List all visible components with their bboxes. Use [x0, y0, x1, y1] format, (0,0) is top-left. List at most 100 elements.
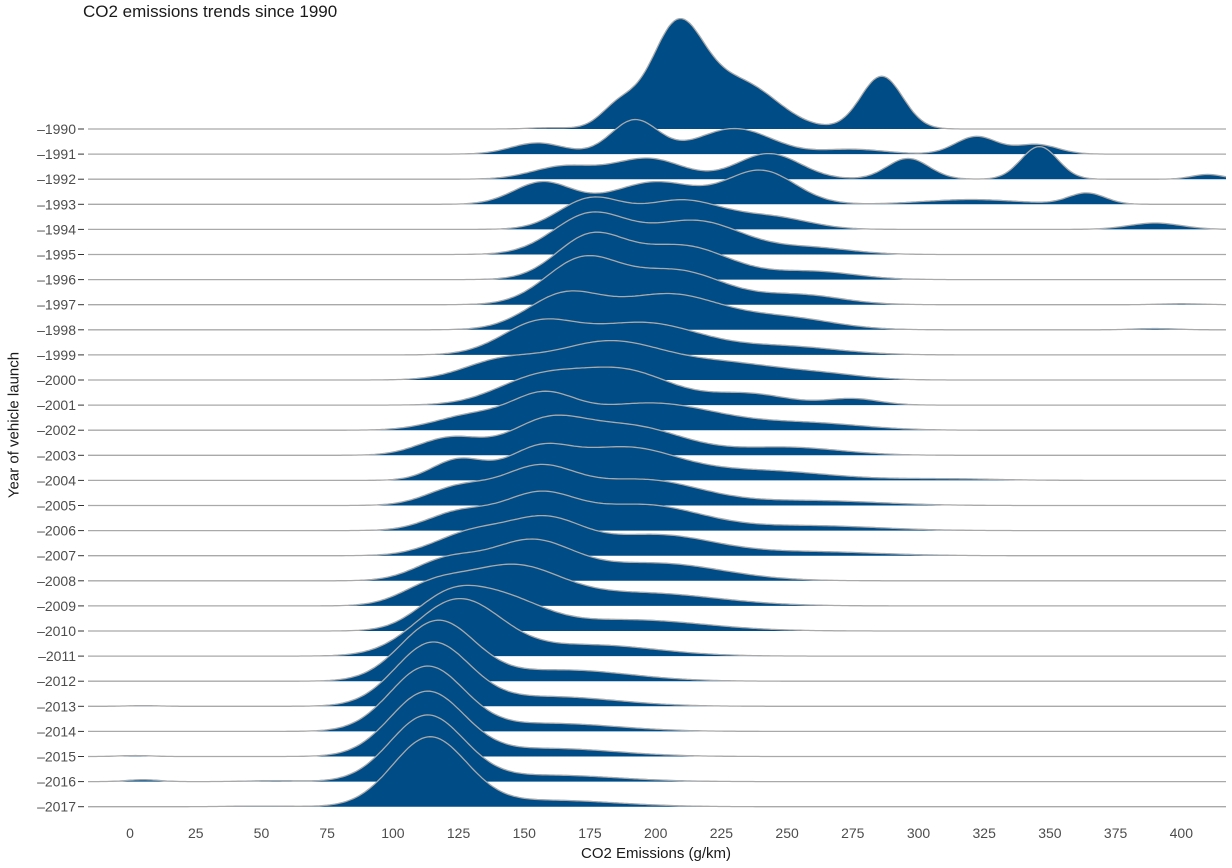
ridge-line-2002 — [88, 390, 1226, 431]
x-tick-label-50: 50 — [254, 825, 270, 841]
ridge-fill-2017 — [88, 736, 1226, 807]
ridge-fill-2014 — [88, 666, 1226, 732]
ridge-line-2009 — [88, 563, 1226, 607]
ridge-2013 — [88, 641, 1226, 707]
y-tick-label-1991: –1991 — [37, 146, 76, 162]
y-tick-label-2000: –2000 — [37, 372, 76, 388]
y-tick-label-2017: –2017 — [37, 799, 76, 815]
y-tick-label-2016: –2016 — [37, 774, 76, 790]
ridge-2005 — [88, 463, 1226, 507]
ridge-line-1999 — [88, 318, 1226, 356]
ridge-fill-2016 — [88, 714, 1226, 782]
ridge-2011 — [88, 597, 1226, 657]
ridge-fill-1997 — [88, 255, 1226, 305]
ridge-fill-1995 — [88, 211, 1226, 255]
ridge-2002 — [88, 390, 1226, 431]
ridge-line-1993 — [88, 169, 1226, 205]
x-axis: 0 25 50 75 100 125 150 175 200 225 250 275 300 325 350… — [126, 825, 1193, 841]
ridge-2016 — [88, 714, 1226, 783]
ridge-fill-2002 — [88, 391, 1226, 431]
ridge-line-2017 — [88, 736, 1226, 808]
ridge-2003 — [88, 414, 1226, 456]
ridge-fill-1990 — [88, 18, 1226, 130]
ridge-1992 — [88, 145, 1227, 180]
y-tick-label-2005: –2005 — [37, 498, 76, 514]
ridge-line-2005 — [88, 463, 1226, 507]
ridge-1990 — [88, 17, 1226, 130]
y-tick-label-1994: –1994 — [37, 221, 76, 237]
ridge-line-2006 — [88, 490, 1226, 532]
ridge-fill-2001 — [88, 367, 1226, 406]
ridge-line-2004 — [88, 442, 1226, 482]
ridge-fill-1993 — [88, 170, 1226, 205]
ridge-fill-1991 — [88, 119, 1226, 155]
ridge-line-2007 — [88, 514, 1226, 557]
x-tick-label-250: 250 — [775, 825, 799, 841]
ridge-line-2015 — [88, 690, 1226, 758]
y-tick-label-2004: –2004 — [37, 472, 76, 488]
x-tick-label-150: 150 — [513, 825, 537, 841]
ridge-fill-2013 — [88, 642, 1226, 707]
ridge-fill-2004 — [88, 443, 1226, 481]
x-tick-label-225: 225 — [710, 825, 734, 841]
ridge-line-2010 — [88, 584, 1226, 632]
x-tick-label-200: 200 — [644, 825, 668, 841]
ridge-fill-1996 — [88, 232, 1226, 280]
ridge-2012 — [88, 619, 1226, 682]
ridge-fill-2005 — [88, 464, 1226, 506]
ridge-line-1995 — [88, 211, 1226, 256]
ridge-fill-1998 — [88, 290, 1226, 330]
ridge-line-2001 — [88, 366, 1226, 406]
y-tick-label-2014: –2014 — [37, 723, 76, 739]
ridge-fill-1992 — [88, 146, 1226, 180]
x-tick-label-0: 0 — [126, 825, 134, 841]
ridge-line-1997 — [88, 254, 1226, 306]
y-tick-label-1997: –1997 — [37, 297, 76, 313]
ridge-2009 — [88, 563, 1226, 607]
y-tick-label-1993: –1993 — [37, 196, 76, 212]
y-axis: –1990 –1991 –1992 –1993 –1994 –1995 –1996 –1997… — [37, 121, 84, 815]
ridge-fill-2007 — [88, 515, 1226, 556]
chart-title: CO2 emissions trends since 1990 — [83, 2, 338, 21]
y-tick-label-2012: –2012 — [37, 673, 76, 689]
x-tick-label-375: 375 — [1104, 825, 1128, 841]
y-tick-label-2003: –2003 — [37, 447, 76, 463]
ridge-line-2016 — [88, 714, 1226, 783]
ridge-line-2014 — [88, 665, 1226, 733]
x-tick-label-400: 400 — [1170, 825, 1194, 841]
ridge-2014 — [88, 665, 1226, 733]
y-tick-label-1996: –1996 — [37, 272, 76, 288]
ridge-line-1992 — [88, 145, 1227, 180]
ridge-line-2012 — [88, 619, 1226, 682]
ridge-line-2003 — [88, 414, 1226, 456]
ridge-line-2011 — [88, 597, 1226, 657]
ridge-2006 — [88, 490, 1226, 532]
ridge-2001 — [88, 366, 1226, 406]
y-tick-label-1990: –1990 — [37, 121, 76, 137]
ridge-1997 — [88, 254, 1226, 306]
ridge-fill-2009 — [88, 564, 1226, 606]
ridge-1993 — [88, 169, 1226, 205]
ridge-2004 — [88, 442, 1226, 482]
x-tick-label-325: 325 — [973, 825, 997, 841]
ridge-line-2013 — [88, 641, 1226, 707]
x-tick-label-125: 125 — [447, 825, 471, 841]
ridge-fill-2015 — [88, 691, 1226, 757]
ridge-2008 — [88, 538, 1226, 582]
ridge-fill-2000 — [88, 340, 1226, 380]
ridge-line-2000 — [88, 339, 1226, 381]
y-tick-label-2011: –2011 — [38, 648, 76, 664]
y-tick-label-2002: –2002 — [37, 422, 76, 438]
ridge-fill-2003 — [88, 415, 1226, 456]
y-tick-label-2010: –2010 — [37, 623, 76, 639]
x-axis-title: CO2 Emissions (g/km) — [580, 845, 732, 862]
ridges-group — [88, 17, 1227, 808]
y-tick-label-2013: –2013 — [37, 698, 76, 714]
ridge-2010 — [88, 584, 1226, 632]
y-tick-label-1992: –1992 — [37, 171, 76, 187]
y-tick-label-2001: –2001 — [37, 397, 76, 413]
ridge-2015 — [88, 690, 1226, 758]
ridge-1998 — [88, 290, 1226, 331]
ridge-line-1991 — [88, 118, 1226, 155]
